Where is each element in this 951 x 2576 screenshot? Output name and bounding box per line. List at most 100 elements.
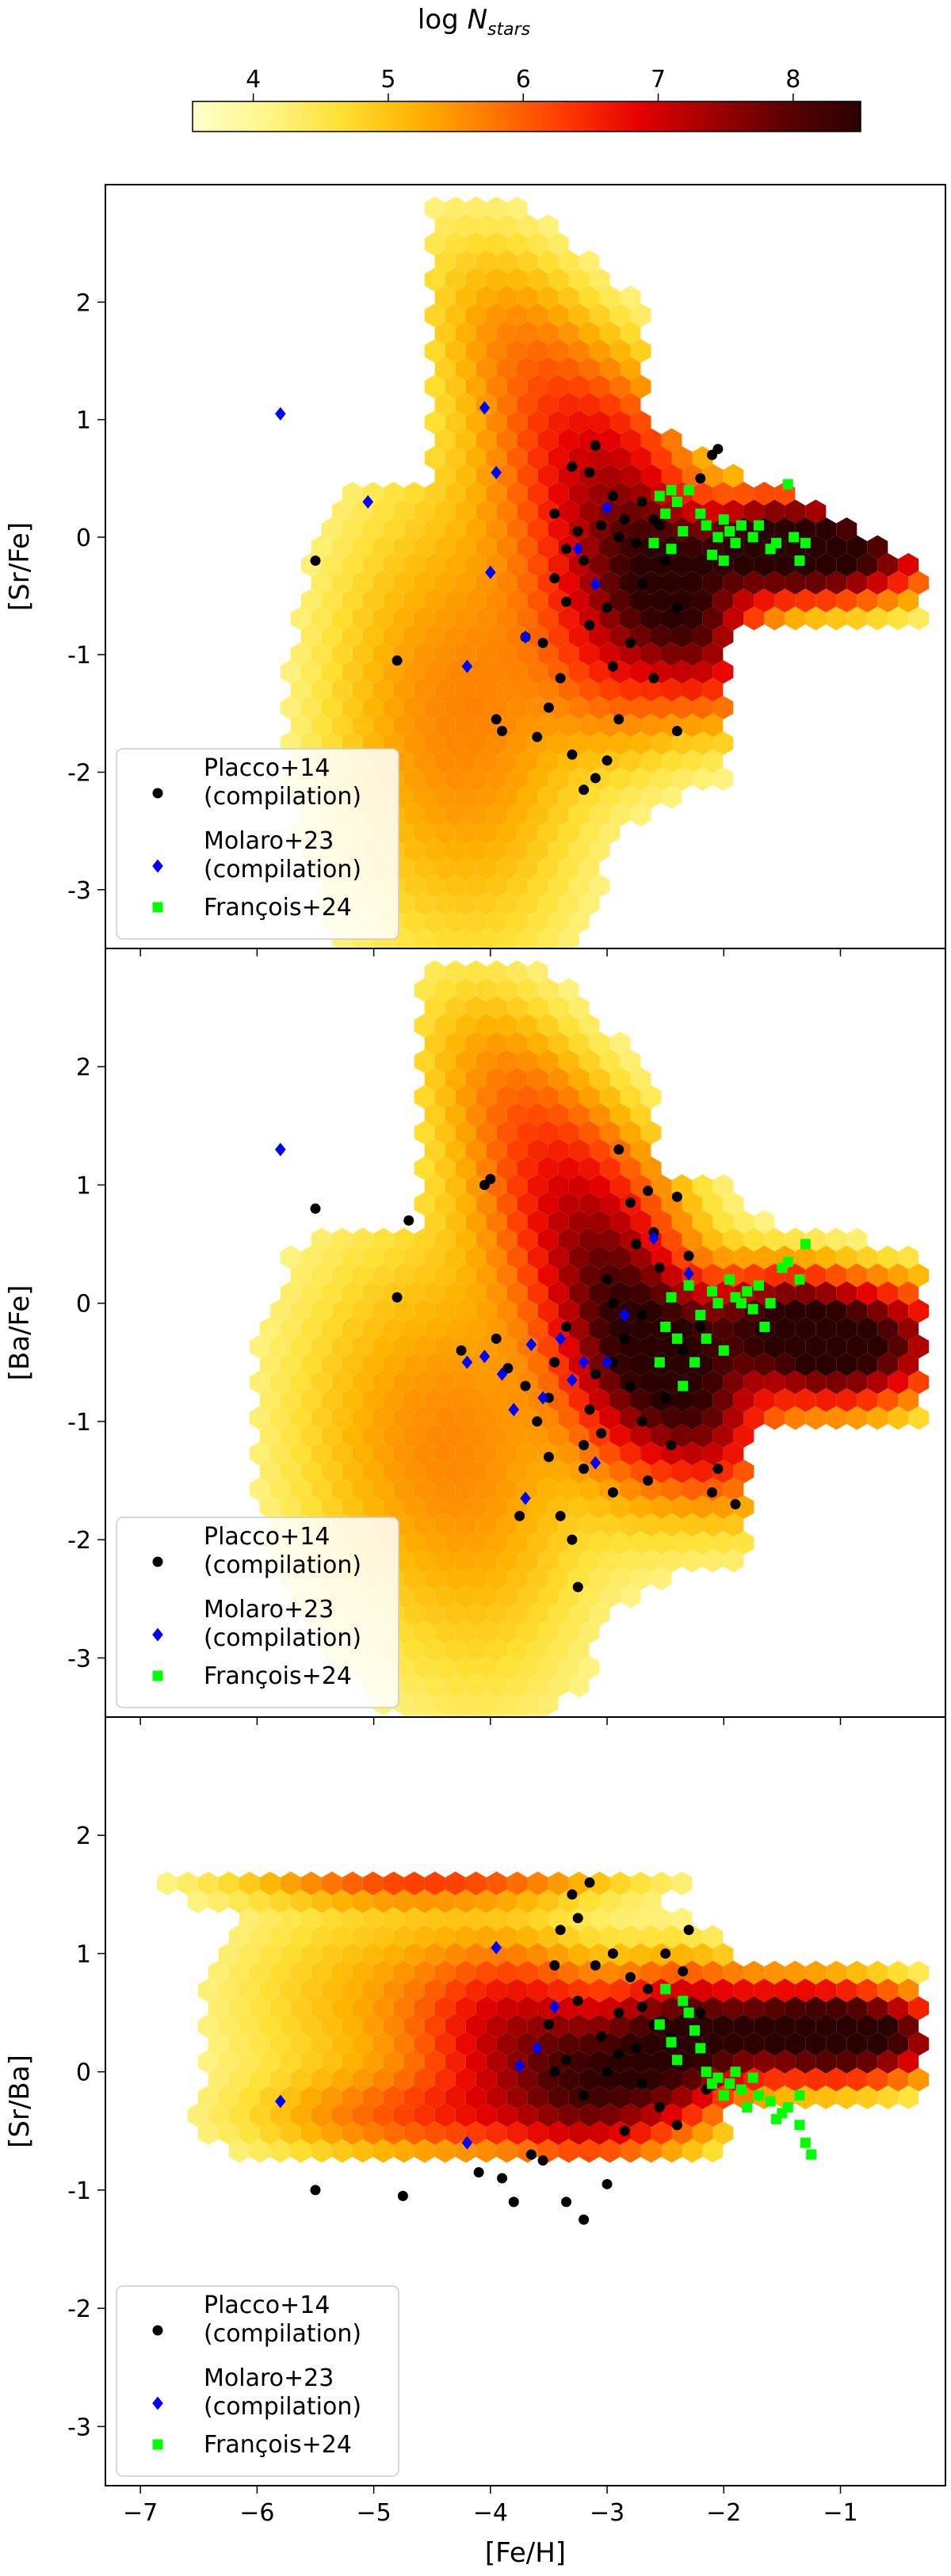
hexbin-cell [280, 1353, 301, 1376]
hexbin-cell [290, 2103, 311, 2128]
placco-point [619, 2125, 630, 2136]
hexbin-cell [506, 996, 528, 1020]
hexbin-cell [228, 1925, 250, 1949]
hexbin-cell [867, 1299, 888, 1323]
hexbin-cell [300, 1388, 322, 1412]
hexbin-cell [723, 1548, 744, 1573]
hexbin-cell [651, 624, 672, 648]
hexbin-cell [455, 2032, 476, 2056]
hexbin-cell [908, 571, 930, 595]
hexbin-cell [712, 482, 734, 506]
hexbin-cell [537, 464, 559, 488]
francois-point [678, 526, 689, 537]
hexbin-cell [455, 250, 476, 274]
hexbin-cell [527, 2014, 548, 2038]
hexbin-cell [321, 660, 342, 684]
hexbin-cell [342, 589, 363, 613]
hexbin-cell [383, 1246, 404, 1269]
hexbin-cell [527, 1103, 548, 1127]
hexbin-cell [517, 978, 538, 1002]
hexbin-cell [403, 624, 425, 648]
hexbin-cell [372, 1477, 394, 1502]
hexbin-cell [208, 1996, 229, 2021]
francois-point [718, 514, 729, 525]
hexbin-cell [434, 1406, 456, 1430]
hexbin-cell [568, 624, 590, 648]
hexbin-cell [661, 1406, 682, 1430]
hexbin-cell [414, 1085, 435, 1109]
hexbin-cell [579, 1085, 600, 1109]
hexbin-cell [300, 1907, 322, 1931]
hexbin-cell [445, 553, 466, 577]
hexbin-cell [620, 1996, 641, 2021]
hexbin-cell [383, 1424, 404, 1448]
hexbin-cell [651, 2050, 672, 2074]
hexbin-cell [651, 1907, 672, 1931]
francois-point [735, 520, 747, 531]
hexbin-cell [465, 197, 487, 220]
hexbin-cell [815, 553, 837, 577]
hexbin-cell [383, 2050, 404, 2074]
hexbin-cell [527, 589, 548, 613]
hexbin-cell [548, 803, 569, 826]
hexbin-cell [414, 2103, 435, 2128]
placco-point [590, 440, 601, 451]
hexbin-cell [414, 1049, 435, 1074]
francois-point [735, 2084, 747, 2095]
hexbin-cell [712, 1246, 734, 1269]
hexbin-cell [723, 606, 744, 631]
hexbin-cell [826, 1227, 847, 1252]
hexbin-cell [537, 1049, 559, 1074]
hexbin-cell [496, 285, 518, 310]
hexbin-cell [671, 2086, 693, 2109]
hexbin-cell [671, 624, 693, 648]
hexbin-cell [280, 1246, 301, 1269]
hexbin-cell [609, 803, 631, 826]
hexbin-cell [496, 1441, 518, 1466]
hexbin-cell [795, 1281, 816, 1305]
francois-point [671, 496, 682, 507]
hexbin-cell [548, 1567, 569, 1590]
hexbin-cell [527, 517, 548, 541]
hexbin-cell [537, 357, 559, 381]
hexbin-cell [434, 571, 456, 595]
francois-point [678, 1995, 689, 2006]
hexbin-cell [465, 2050, 487, 2074]
hexbin-cell [723, 1996, 744, 2021]
placco-point [631, 537, 642, 548]
hexbin-cell [527, 2086, 548, 2109]
hexbin-cell [300, 2086, 322, 2109]
y-tick-label: -1 [67, 2177, 91, 2205]
hexbin-cell [414, 571, 435, 595]
placco-point [497, 2173, 508, 2184]
hexbin-cell [496, 1548, 518, 1573]
hexbin-cell [857, 2014, 878, 2038]
hexbin-cell [383, 696, 404, 719]
hexbin-cell [609, 339, 631, 363]
placco-point [671, 602, 682, 613]
hexbin-cell [702, 2139, 724, 2163]
hexbin-cell [476, 285, 497, 310]
hexbin-cell [743, 1406, 765, 1430]
hexbin-cell [537, 1156, 559, 1181]
hexbin-cell [496, 2032, 518, 2056]
hexbin-cell [537, 1477, 559, 1502]
hexbin-cell [671, 1495, 693, 1519]
hexbin-cell [424, 1567, 445, 1590]
hexbin-cell [671, 1353, 693, 1376]
hexbin-cell [393, 606, 414, 631]
hexbin-cell [774, 1281, 796, 1305]
hexbin-cell [712, 1353, 734, 1376]
hexbin-cell [445, 996, 466, 1020]
hexbin-cell [259, 2121, 281, 2145]
hexbin-cell [403, 1709, 425, 1717]
hexbin-cell [434, 392, 456, 417]
hexbin-cell [764, 571, 785, 595]
scatter-points [275, 1143, 811, 1593]
hexbin-cell [362, 1495, 384, 1519]
hexbin-cell [898, 1246, 919, 1269]
molaro-point [520, 630, 531, 644]
hexbin-cell [682, 2067, 703, 2092]
hexbin-cell [630, 1103, 651, 1127]
hexbin-cell [383, 482, 404, 506]
